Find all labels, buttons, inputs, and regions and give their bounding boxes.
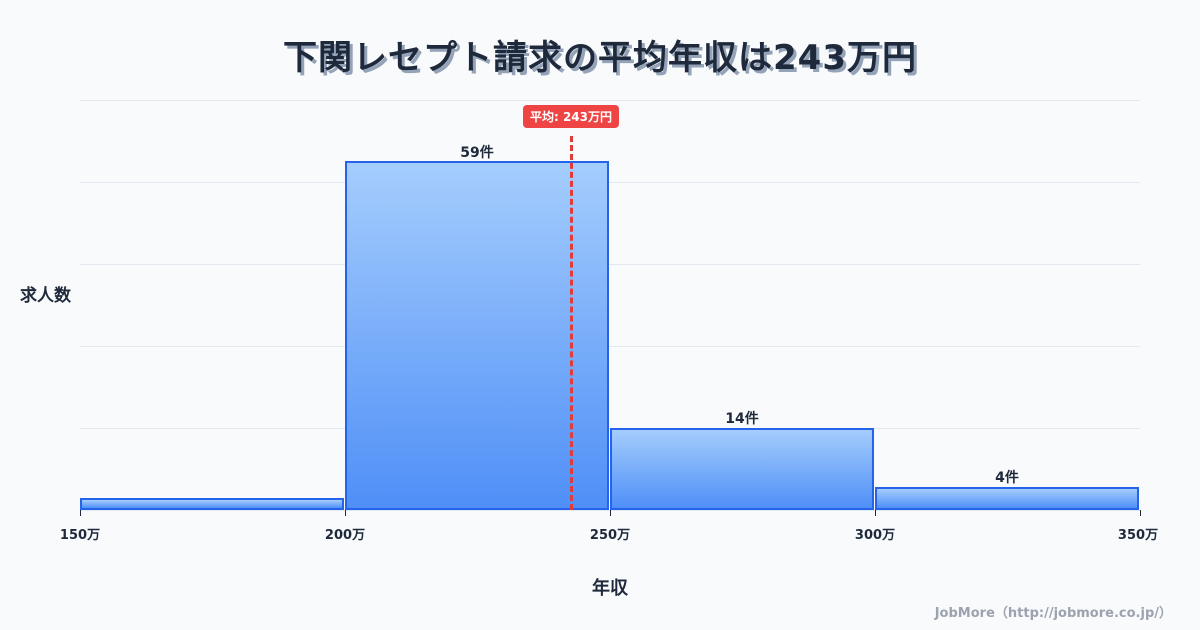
histogram-bar-250-300 xyxy=(610,428,874,510)
gridline xyxy=(80,182,1140,183)
x-tick-label: 200万 xyxy=(324,528,366,543)
histogram-bar-300-350 xyxy=(875,487,1139,510)
x-tick-label: 250万 xyxy=(589,528,631,543)
histogram-bar-150-200 xyxy=(80,498,344,510)
mean-line xyxy=(570,136,573,510)
bar-value-label: 14件 xyxy=(725,411,759,427)
x-tick xyxy=(345,510,346,516)
gridline xyxy=(80,264,1140,265)
bar-value-label: 59件 xyxy=(460,145,494,161)
x-tick-label: 350万 xyxy=(1117,528,1159,543)
x-axis-label: 年収 xyxy=(592,578,628,599)
x-tick-label: 300万 xyxy=(854,528,896,543)
x-tick xyxy=(610,510,611,516)
gridline xyxy=(80,100,1140,101)
chart-title: 下関レセプト請求の平均年収は243万円 xyxy=(283,38,917,78)
source-credit: JobMore（http://jobmore.co.jp/） xyxy=(934,606,1172,621)
gridline xyxy=(80,346,1140,347)
plot-area: 59件 14件 4件 平均: 243万円 xyxy=(80,100,1140,511)
bar-value-label: 4件 xyxy=(995,470,1019,486)
x-tick xyxy=(875,510,876,516)
mean-badge: 平均: 243万円 xyxy=(522,105,620,128)
x-tick xyxy=(80,510,81,516)
y-axis-label: 求人数 xyxy=(20,286,71,306)
x-tick-label: 150万 xyxy=(59,528,101,543)
histogram-bar-200-250 xyxy=(345,161,609,510)
x-tick xyxy=(1140,510,1141,516)
